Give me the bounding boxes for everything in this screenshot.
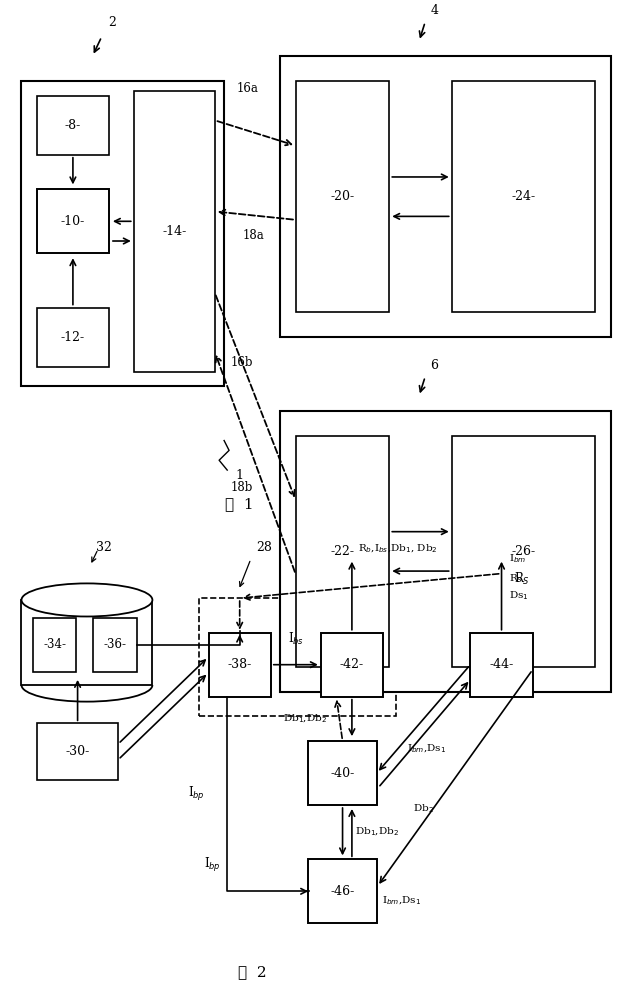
Text: 28: 28 — [256, 541, 272, 554]
FancyArrowPatch shape — [218, 121, 291, 145]
FancyArrowPatch shape — [237, 601, 242, 628]
Text: -42-: -42- — [340, 658, 364, 671]
Text: -8-: -8- — [65, 119, 81, 132]
Bar — [296, 81, 389, 312]
Text: -30-: -30- — [65, 745, 90, 758]
Bar — [134, 91, 214, 372]
Text: 16a: 16a — [237, 82, 259, 95]
FancyArrowPatch shape — [244, 574, 499, 600]
Text: -40-: -40- — [330, 767, 355, 780]
Text: -34-: -34- — [43, 638, 66, 651]
Text: -36-: -36- — [104, 638, 126, 651]
Text: 图  1: 图 1 — [225, 498, 254, 512]
Text: -20-: -20- — [330, 190, 355, 203]
Ellipse shape — [21, 583, 152, 617]
Bar — [452, 81, 595, 312]
Bar — [21, 81, 224, 386]
Text: I$_{bm}$,Ds$_1$: I$_{bm}$,Ds$_1$ — [407, 743, 447, 755]
Text: Db$_1$,Db$_2$: Db$_1$,Db$_2$ — [283, 713, 327, 725]
Bar — [452, 436, 595, 667]
Bar — [321, 633, 383, 697]
Text: 6: 6 — [430, 359, 438, 372]
Text: -44-: -44- — [489, 658, 514, 671]
Bar — [21, 600, 152, 685]
Text: Ds$_1$: Ds$_1$ — [509, 589, 529, 602]
Bar — [199, 598, 396, 716]
Bar — [280, 56, 611, 337]
Text: 1: 1 — [235, 469, 243, 482]
Text: 16b: 16b — [230, 356, 253, 369]
Text: R$_S$: R$_S$ — [514, 570, 530, 587]
FancyArrowPatch shape — [216, 356, 295, 572]
Text: I$_{bm}$: I$_{bm}$ — [509, 552, 526, 565]
Text: I$_{bp}$: I$_{bp}$ — [187, 785, 204, 803]
Text: R$_S$: R$_S$ — [509, 572, 523, 585]
FancyArrowPatch shape — [216, 295, 294, 496]
Text: 18a: 18a — [243, 229, 265, 242]
Text: I$_{bp}$: I$_{bp}$ — [204, 856, 221, 874]
Text: R$_b$,I$_{bs}$,Db$_1$, Db$_2$: R$_b$,I$_{bs}$,Db$_1$, Db$_2$ — [358, 543, 438, 555]
Text: -46-: -46- — [330, 885, 355, 898]
Text: -38-: -38- — [228, 658, 252, 671]
Bar — [470, 633, 533, 697]
Text: Db$_2$: Db$_2$ — [413, 803, 434, 815]
FancyArrowPatch shape — [335, 701, 342, 738]
Bar — [37, 189, 109, 253]
Text: -14-: -14- — [162, 225, 186, 238]
Bar — [280, 411, 611, 692]
Text: I$_{bs}$: I$_{bs}$ — [287, 631, 304, 647]
Text: 2: 2 — [108, 16, 116, 29]
Text: Db$_1$,Db$_2$: Db$_1$,Db$_2$ — [355, 826, 399, 838]
Text: 图  2: 图 2 — [238, 966, 267, 980]
Bar — [37, 308, 109, 367]
Text: 4: 4 — [430, 4, 438, 17]
FancyArrowPatch shape — [220, 210, 293, 220]
Text: -10-: -10- — [61, 215, 85, 228]
Bar — [308, 741, 377, 805]
Text: -26-: -26- — [511, 545, 535, 558]
Bar — [209, 633, 271, 697]
Text: 18b: 18b — [230, 481, 253, 494]
Text: -22-: -22- — [331, 545, 355, 558]
Bar — [33, 618, 76, 672]
Bar — [93, 618, 137, 672]
Bar — [37, 723, 118, 780]
Text: -24-: -24- — [511, 190, 535, 203]
Bar — [37, 96, 109, 155]
Text: I$_{bm}$,Ds$_1$: I$_{bm}$,Ds$_1$ — [382, 895, 421, 907]
Bar — [308, 859, 377, 923]
Text: -12-: -12- — [61, 331, 85, 344]
Bar — [296, 436, 389, 667]
Text: 32: 32 — [96, 541, 112, 554]
